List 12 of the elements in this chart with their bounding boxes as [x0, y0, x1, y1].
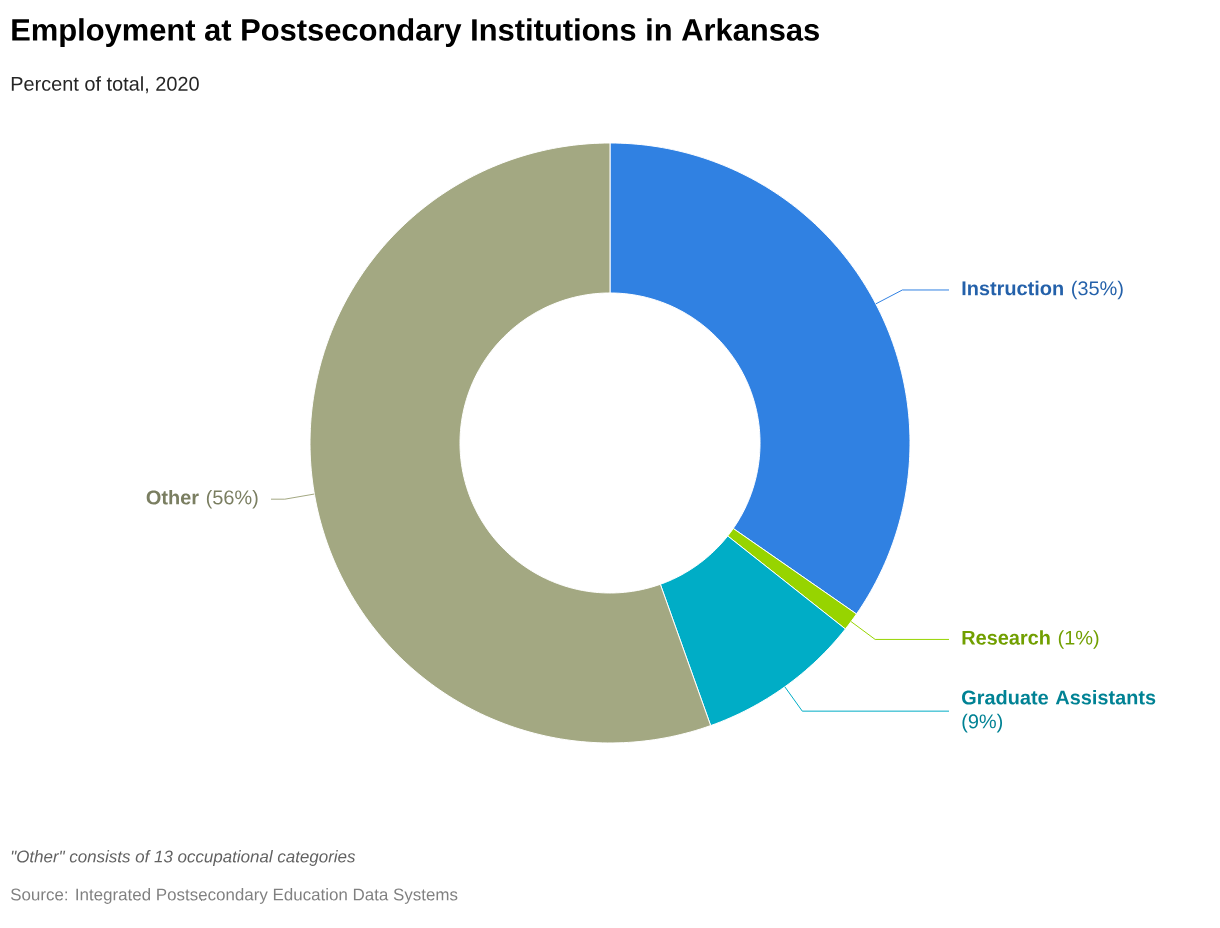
- data-label: (56%): [206, 489, 258, 509]
- data-label: (1%): [1058, 630, 1099, 649]
- slice-label: Other: [146, 489, 199, 505]
- slice-label: Instruction: [962, 280, 1063, 296]
- source-note: Source: Integrated Postsecondary Education Data Systems: [10, 888, 458, 904]
- data-label: (9%): [962, 713, 1003, 733]
- text: "Other" consists of 13 occupational categories: [11, 850, 356, 866]
- data-label: (35%): [1072, 280, 1123, 300]
- slice-label: Graduate Assistants: [962, 689, 1156, 705]
- chart-subtitle: Percent of total, 2020: [11, 76, 199, 94]
- slice-label: Research: [962, 630, 1050, 645]
- chart-title: Employment at Postsecondary Institutions in Arkansas: [12, 18, 819, 47]
